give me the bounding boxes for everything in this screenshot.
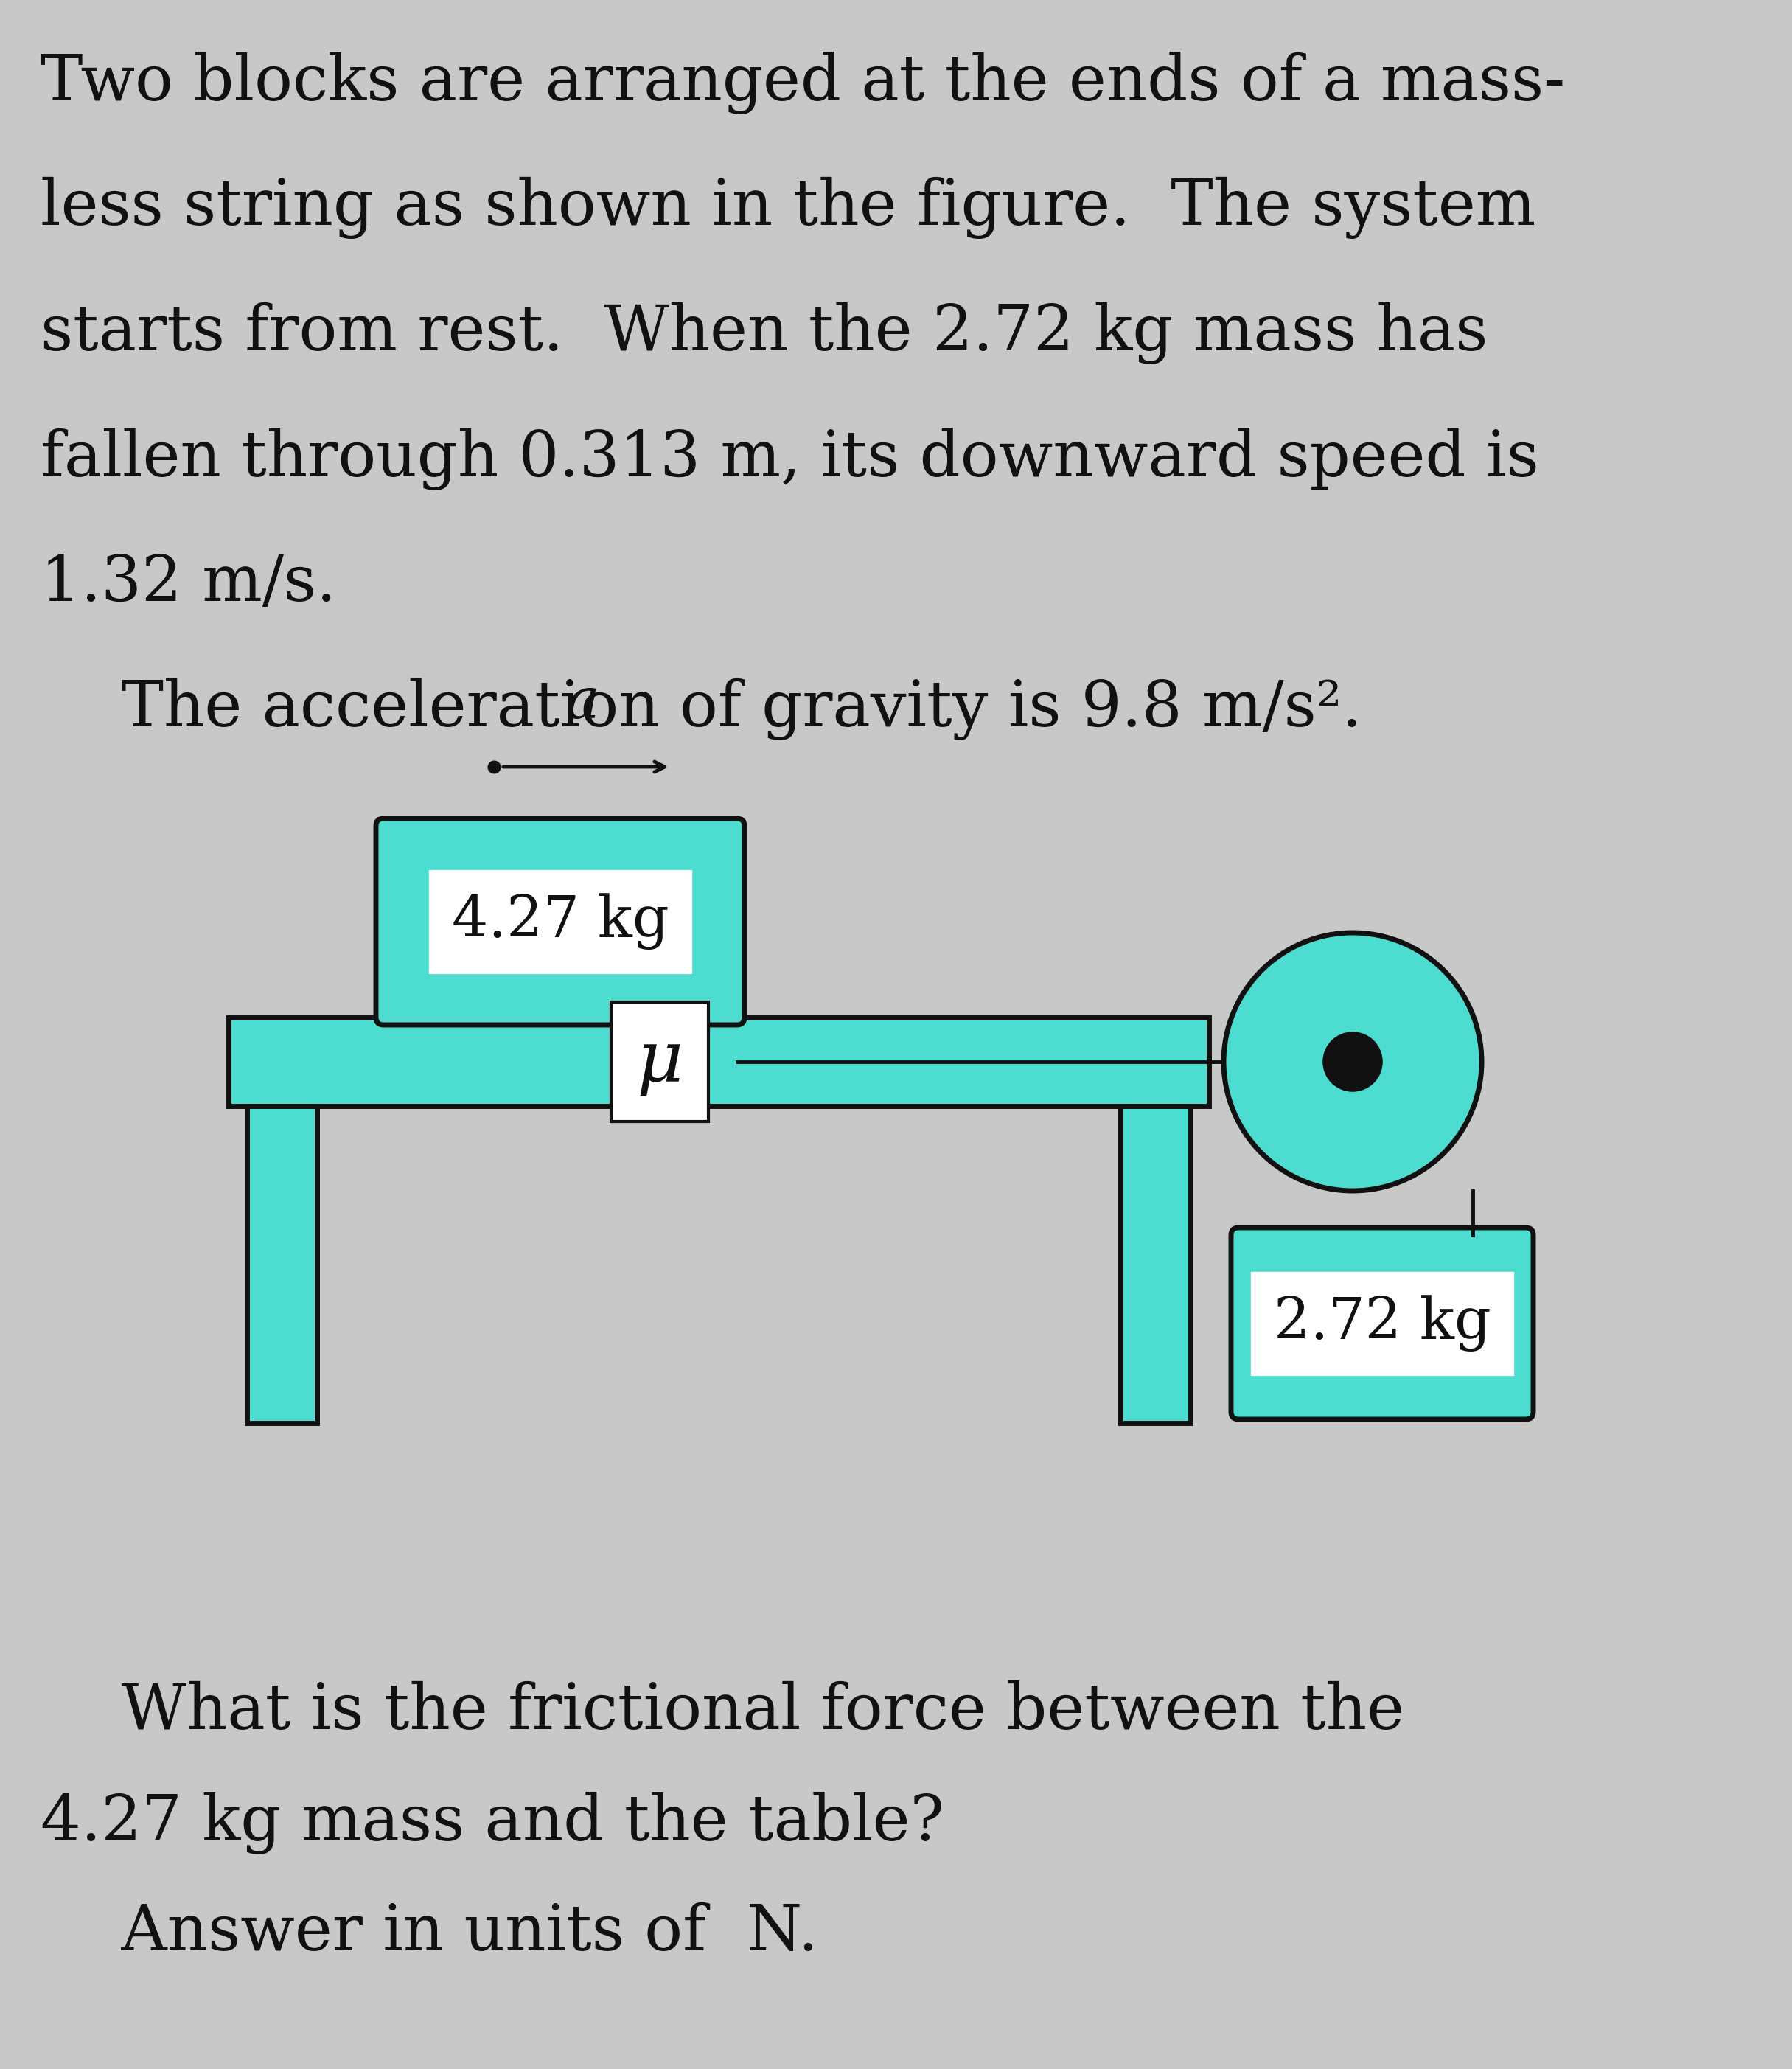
Text: 2.72 kg: 2.72 kg: [1274, 1295, 1491, 1351]
Text: 4.27 kg: 4.27 kg: [452, 894, 668, 950]
Text: 4.27 kg mass and the table?: 4.27 kg mass and the table?: [41, 1792, 944, 1854]
Text: starts from rest.  When the 2.72 kg mass has: starts from rest. When the 2.72 kg mass …: [41, 302, 1487, 364]
FancyBboxPatch shape: [1231, 1227, 1534, 1419]
FancyBboxPatch shape: [376, 819, 744, 1024]
Circle shape: [1224, 933, 1482, 1192]
Bar: [247, 1107, 317, 1423]
Text: The acceleration of gravity is 9.8 m/s².: The acceleration of gravity is 9.8 m/s².: [41, 679, 1362, 741]
Circle shape: [1324, 1034, 1380, 1090]
Text: Answer in units of  N.: Answer in units of N.: [41, 1901, 819, 1963]
Text: less string as shown in the figure.  The system: less string as shown in the figure. The …: [41, 178, 1536, 240]
Text: Two blocks are arranged at the ends of a mass-: Two blocks are arranged at the ends of a…: [41, 52, 1564, 114]
Text: a: a: [566, 674, 599, 730]
Bar: [229, 1018, 1210, 1107]
Text: μ: μ: [636, 1026, 683, 1097]
Text: What is the frictional force between the: What is the frictional force between the: [41, 1682, 1405, 1742]
Text: 1.32 m/s.: 1.32 m/s.: [41, 552, 337, 614]
Bar: [1120, 1107, 1190, 1423]
Text: fallen through 0.313 m, its downward speed is: fallen through 0.313 m, its downward spe…: [41, 428, 1539, 490]
